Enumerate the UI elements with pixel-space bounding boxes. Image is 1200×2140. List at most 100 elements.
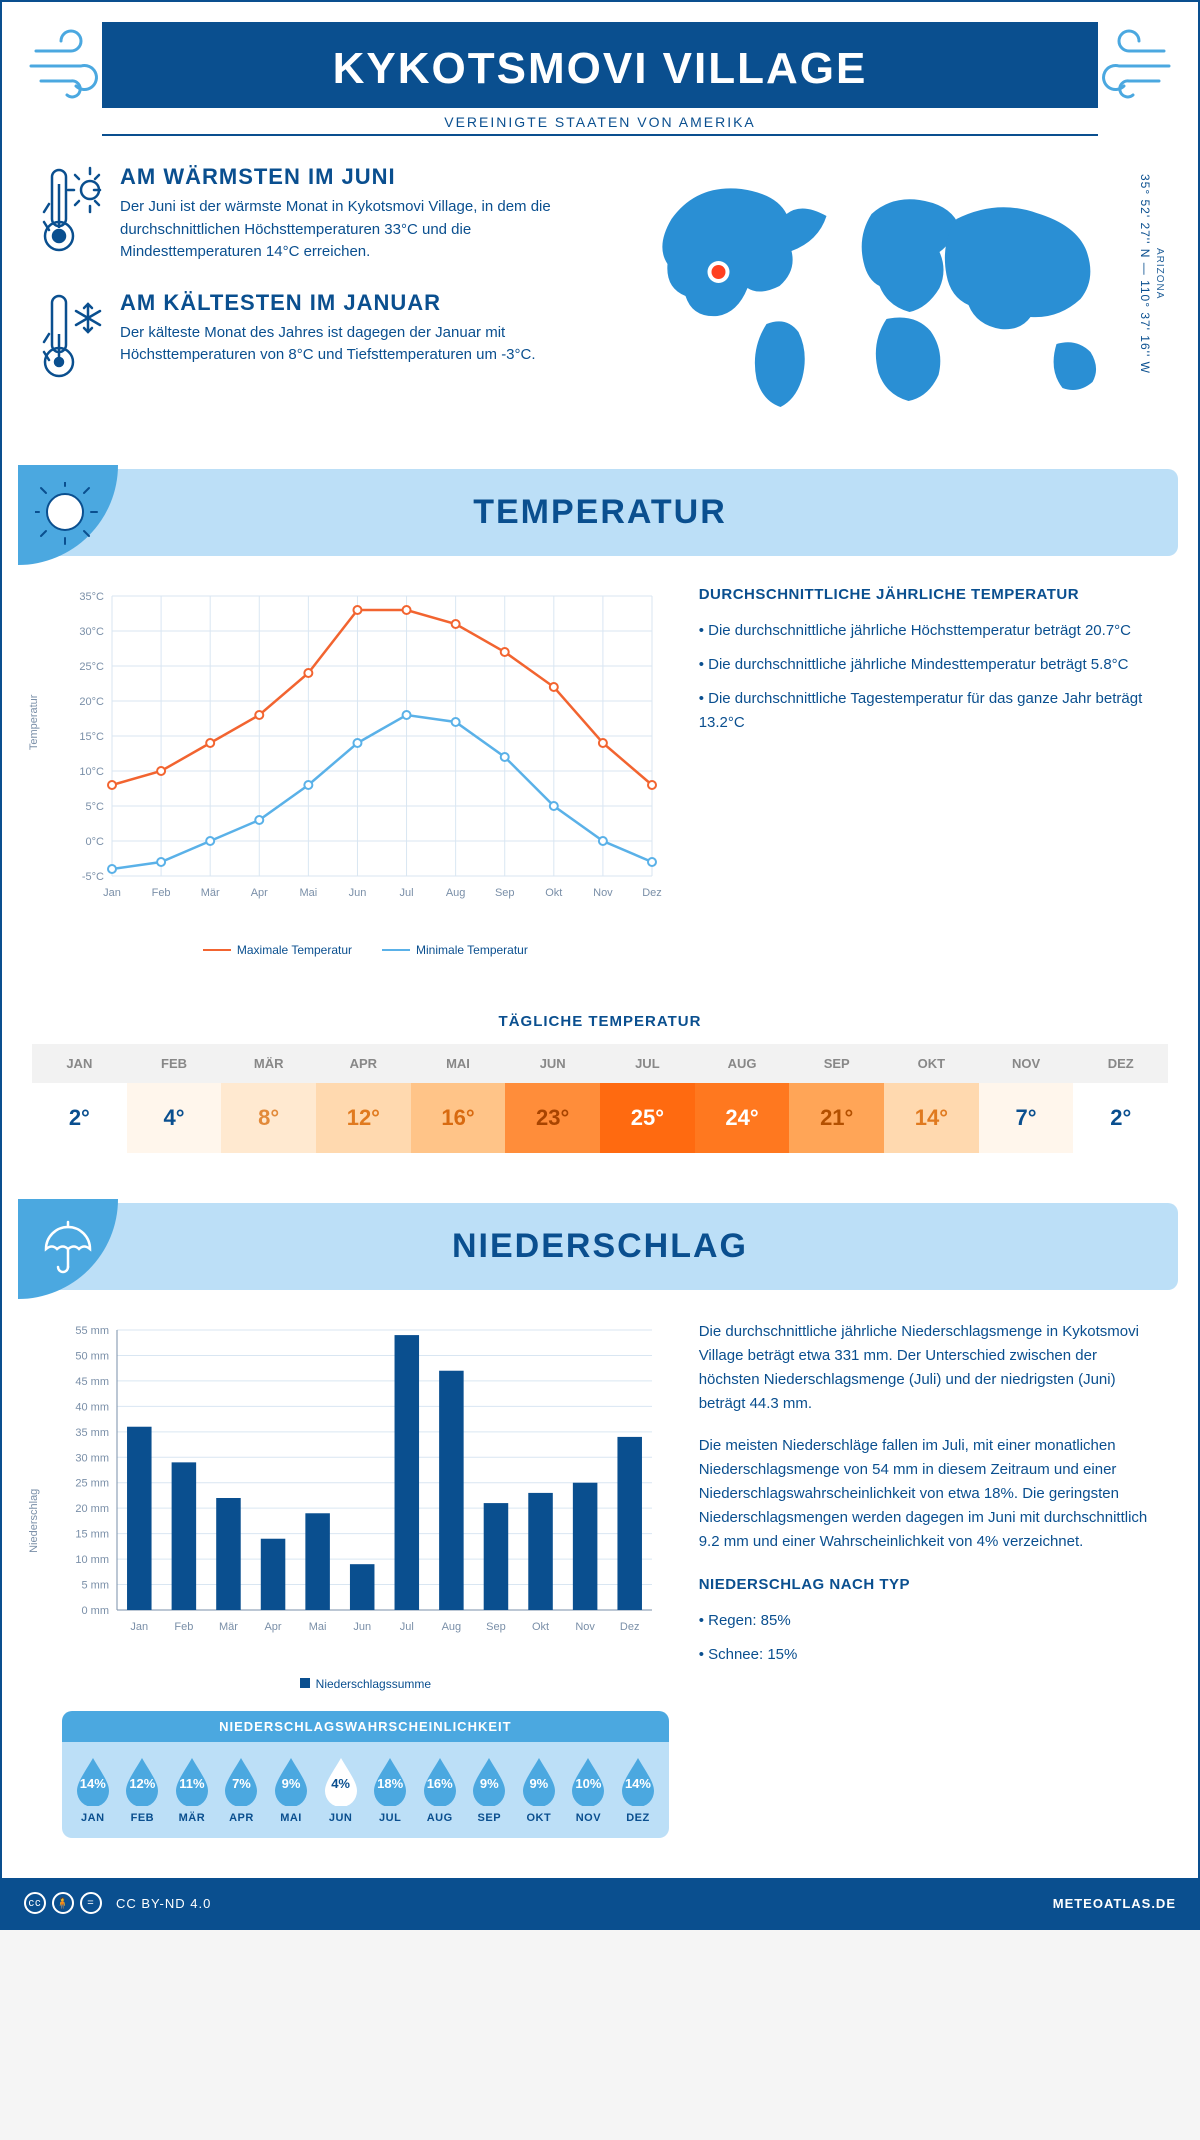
world-map: ARIZONA 35° 52' 27'' N — 110° 37' 16'' W bbox=[615, 164, 1158, 429]
temp-chart-row: Temperatur -5°C0°C5°C10°C15°C20°C25°C30°… bbox=[22, 586, 1178, 977]
footer: cc 🧍 = CC BY-ND 4.0 METEOATLAS.DE bbox=[2, 1878, 1198, 1928]
header-band: KYKOTSMOVI VILLAGE bbox=[102, 22, 1098, 108]
temp-banner-title: TEMPERATUR bbox=[42, 493, 1158, 532]
page: KYKOTSMOVI VILLAGE VEREINIGTE STAATEN VO… bbox=[0, 0, 1200, 1930]
nd-icon: = bbox=[80, 1892, 102, 1914]
by-icon: 🧍 bbox=[52, 1892, 74, 1914]
daily-temp-cell: OKT14° bbox=[884, 1044, 979, 1153]
page-subtitle: VEREINIGTE STAATEN VON AMERIKA bbox=[102, 114, 1098, 136]
precip-prob-box: NIEDERSCHLAGSWAHRSCHEINLICHKEIT 14%JAN12… bbox=[62, 1711, 669, 1838]
daily-temp-cell: DEZ2° bbox=[1073, 1044, 1168, 1153]
page-title: KYKOTSMOVI VILLAGE bbox=[112, 44, 1088, 94]
temp-chart: Temperatur -5°C0°C5°C10°C15°C20°C25°C30°… bbox=[42, 586, 669, 957]
precip-legend-label: Niederschlagssumme bbox=[316, 1677, 431, 1691]
daily-temp-cell: SEP21° bbox=[789, 1044, 884, 1153]
svg-text:Jul: Jul bbox=[400, 1621, 414, 1633]
precip-chart: Niederschlag 0 mm5 mm10 mm15 mm20 mm25 m… bbox=[42, 1320, 669, 1838]
svg-text:Feb: Feb bbox=[152, 887, 171, 899]
prob-drop-cell: 9%MAI bbox=[266, 1756, 316, 1824]
svg-text:-5°C: -5°C bbox=[82, 871, 104, 883]
temp-banner: TEMPERATUR bbox=[22, 469, 1178, 556]
sun-icon bbox=[18, 465, 118, 565]
svg-text:Sep: Sep bbox=[495, 887, 515, 899]
svg-text:Dez: Dez bbox=[642, 887, 662, 899]
svg-text:30°C: 30°C bbox=[79, 626, 104, 638]
svg-text:Jul: Jul bbox=[400, 887, 414, 899]
site-label: METEOATLAS.DE bbox=[1053, 1896, 1176, 1911]
prob-drop-cell: 12%FEB bbox=[118, 1756, 168, 1824]
prob-drop-cell: 9%SEP bbox=[465, 1756, 515, 1824]
coords-lat: 35° 52' 27'' N bbox=[1138, 174, 1152, 258]
license-label: CC BY-ND 4.0 bbox=[116, 1896, 211, 1911]
temp-bullet: • Die durchschnittliche jährliche Höchst… bbox=[699, 619, 1158, 643]
precip-prob-body: 14%JAN12%FEB11%MÄR7%APR9%MAI4%JUN18%JUL1… bbox=[62, 1742, 669, 1838]
daily-temp-cell: FEB4° bbox=[127, 1044, 222, 1153]
license-block: cc 🧍 = CC BY-ND 4.0 bbox=[24, 1892, 211, 1914]
svg-text:Mai: Mai bbox=[299, 887, 317, 899]
svg-text:45 mm: 45 mm bbox=[75, 1376, 109, 1388]
prob-drop-cell: 4%JUN bbox=[316, 1756, 366, 1824]
fact-cold: AM KÄLTESTEN IM JANUAR Der kälteste Mona… bbox=[42, 290, 585, 385]
svg-text:Mär: Mär bbox=[201, 887, 220, 899]
temp-bullet: • Die durchschnittliche jährliche Mindes… bbox=[699, 653, 1158, 677]
cc-icon: cc bbox=[24, 1892, 46, 1914]
umbrella-icon bbox=[18, 1199, 118, 1299]
svg-text:Jun: Jun bbox=[349, 887, 367, 899]
svg-text:20 mm: 20 mm bbox=[75, 1503, 109, 1515]
temp-bullets: • Die durchschnittliche jährliche Höchst… bbox=[699, 619, 1158, 735]
svg-text:Sep: Sep bbox=[486, 1621, 506, 1633]
coords: ARIZONA 35° 52' 27'' N — 110° 37' 16'' W bbox=[1138, 174, 1166, 374]
precip-chart-row: Niederschlag 0 mm 5 mm 10 mm 15 mm 20 mm 25 m… bbox=[22, 1320, 1178, 1858]
daily-temp-title: TÄGLICHE TEMPERATUR bbox=[22, 1013, 1178, 1030]
svg-text:Jun: Jun bbox=[353, 1621, 371, 1633]
fact-warm: AM WÄRMSTEN IM JUNI Der Juni ist der wär… bbox=[42, 164, 585, 264]
svg-text:Okt: Okt bbox=[545, 887, 562, 899]
temp-legend: Maximale Temperatur Minimale Temperatur bbox=[62, 943, 669, 957]
precip-legend: Niederschlagssumme bbox=[62, 1677, 669, 1691]
svg-text:Feb: Feb bbox=[174, 1621, 193, 1633]
precip-text-col: Die durchschnittliche jährliche Niedersc… bbox=[699, 1320, 1158, 1838]
precip-text-1: Die durchschnittliche jährliche Niedersc… bbox=[699, 1320, 1158, 1416]
thermometer-cold-icon bbox=[42, 290, 106, 385]
svg-text:Jan: Jan bbox=[130, 1621, 148, 1633]
daily-temp-cell: MÄR8° bbox=[221, 1044, 316, 1153]
svg-text:10°C: 10°C bbox=[79, 766, 104, 778]
svg-text:5 mm: 5 mm bbox=[82, 1580, 110, 1592]
temp-line-chart: -5°C0°C5°C10°C15°C20°C25°C30°C35°CJanFeb… bbox=[62, 586, 662, 926]
fact-cold-title: AM KÄLTESTEN IM JANUAR bbox=[120, 290, 585, 316]
svg-text:Okt: Okt bbox=[532, 1621, 549, 1633]
temp-bullet: • Die durchschnittliche Tagestemperatur … bbox=[699, 687, 1158, 735]
svg-text:25°C: 25°C bbox=[79, 661, 104, 673]
svg-text:Aug: Aug bbox=[446, 887, 466, 899]
fact-warm-title: AM WÄRMSTEN IM JUNI bbox=[120, 164, 585, 190]
svg-text:20°C: 20°C bbox=[79, 696, 104, 708]
svg-text:25 mm: 25 mm bbox=[75, 1478, 109, 1490]
precip-y-label: Niederschlag bbox=[28, 1489, 40, 1553]
svg-text:40 mm: 40 mm bbox=[75, 1401, 109, 1413]
svg-text:15 mm: 15 mm bbox=[75, 1529, 109, 1541]
prob-drop-cell: 9%OKT bbox=[514, 1756, 564, 1824]
daily-temp-strip: JAN2°FEB4°MÄR8°APR12°MAI16°JUN23°JUL25°A… bbox=[22, 1044, 1178, 1163]
prob-drop-cell: 11%MÄR bbox=[167, 1756, 217, 1824]
svg-text:15°C: 15°C bbox=[79, 731, 104, 743]
coords-lon: 110° 37' 16'' W bbox=[1138, 280, 1152, 374]
svg-text:35 mm: 35 mm bbox=[75, 1427, 109, 1439]
prob-drop-cell: 14%JAN bbox=[68, 1756, 118, 1824]
svg-text:10 mm: 10 mm bbox=[75, 1554, 109, 1566]
prob-drop-cell: 18%JUL bbox=[365, 1756, 415, 1824]
legend-max: Maximale Temperatur bbox=[237, 943, 352, 957]
daily-temp-cell: JUN23° bbox=[505, 1044, 600, 1153]
daily-temp-cell: AUG24° bbox=[695, 1044, 790, 1153]
precip-banner: NIEDERSCHLAG bbox=[22, 1203, 1178, 1290]
intro-row: AM WÄRMSTEN IM JUNI Der Juni ist der wär… bbox=[22, 164, 1178, 459]
fact-cold-text: Der kälteste Monat des Jahres ist dagege… bbox=[120, 322, 585, 367]
thermometer-hot-icon bbox=[42, 164, 106, 264]
svg-text:Dez: Dez bbox=[620, 1621, 640, 1633]
svg-text:0 mm: 0 mm bbox=[82, 1605, 110, 1617]
svg-text:Apr: Apr bbox=[264, 1621, 281, 1633]
daily-temp-cell: JUL25° bbox=[600, 1044, 695, 1153]
daily-temp-cell: NOV7° bbox=[979, 1044, 1074, 1153]
fact-warm-text: Der Juni ist der wärmste Monat in Kykots… bbox=[120, 196, 585, 264]
precip-type-item: • Regen: 85% bbox=[699, 1609, 1158, 1633]
prob-drop-cell: 7%APR bbox=[217, 1756, 267, 1824]
